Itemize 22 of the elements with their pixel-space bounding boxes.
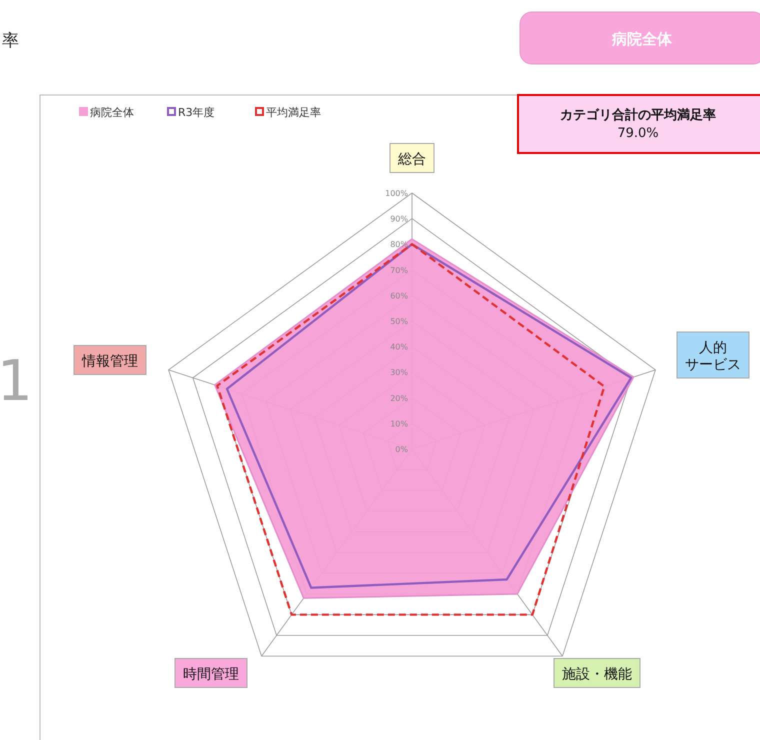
y-tick-label: 10% — [390, 419, 408, 428]
legend-label: 病院全体 — [90, 106, 134, 119]
y-tick-label: 20% — [390, 394, 408, 403]
spoke-label: 総合 — [397, 152, 426, 168]
y-tick-label: 50% — [390, 317, 408, 326]
y-tick-label: 70% — [390, 266, 408, 275]
y-tick-label: 100% — [385, 189, 408, 198]
spoke-label: 情報管理 — [81, 354, 138, 370]
y-tick-label: 0% — [395, 445, 408, 454]
y-tick-label: 30% — [390, 368, 408, 378]
y-tick-label: 90% — [390, 214, 408, 224]
chart-title: 率 — [2, 31, 19, 51]
y-tick-label: 40% — [390, 342, 408, 352]
text: カテゴリ合計の平均満足率 79.0% — [560, 107, 716, 141]
spoke-label: 時間管理 — [183, 666, 239, 682]
spoke-label: 施設・機能 — [562, 666, 632, 682]
button: 病院全体 — [520, 12, 760, 64]
y-tick-label: 60% — [390, 291, 408, 300]
spoke-label: 人的サービス — [685, 340, 741, 373]
legend-label: 平均満足率 — [266, 106, 321, 119]
text: 1 — [0, 349, 33, 414]
legend-label: R3年度 — [178, 106, 215, 119]
